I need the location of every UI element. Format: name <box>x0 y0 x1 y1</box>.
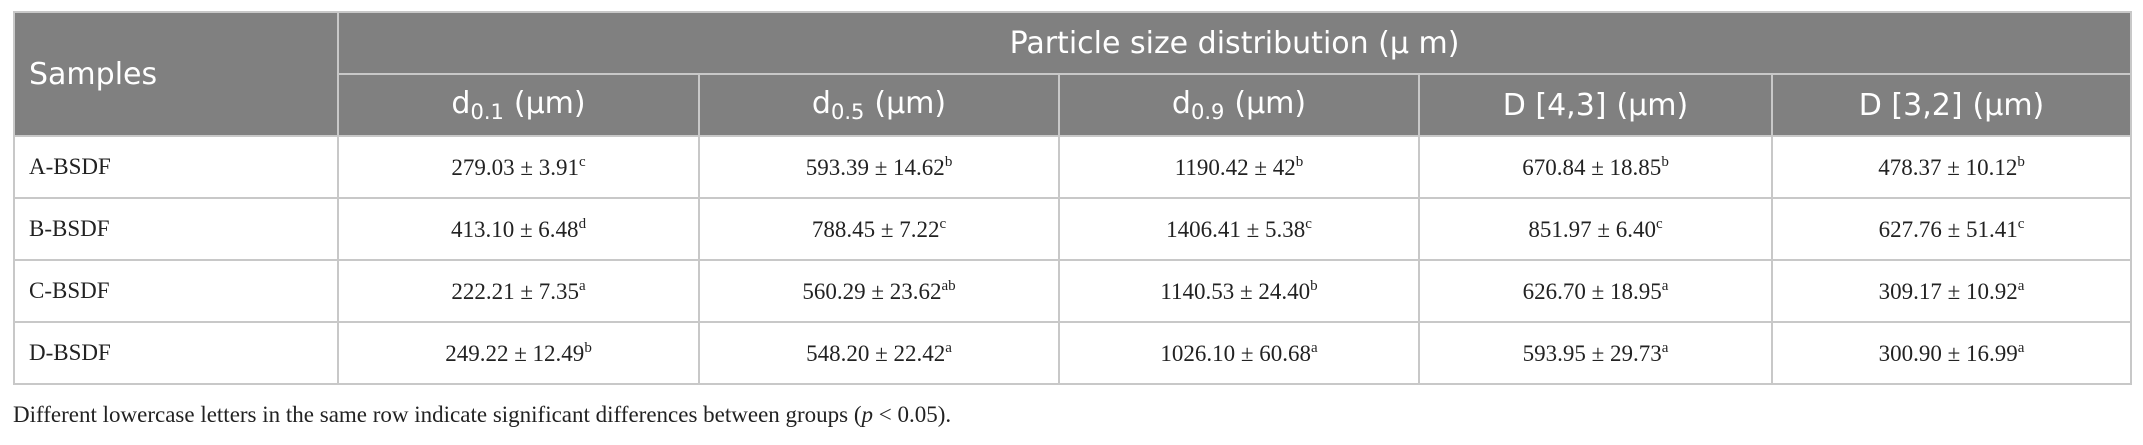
header-main: D [4,3] <box>1502 87 1607 123</box>
header-subscript: 0.1 <box>470 100 504 124</box>
cell-value: 1406.41 ± 5.38 <box>1166 216 1306 242</box>
cell-value: 548.20 ± 22.42 <box>806 340 946 366</box>
header-unit: (μm) <box>1234 86 1307 121</box>
cell-value: 249.22 ± 12.49 <box>445 340 585 366</box>
header-cell: D [3,2] (μm) <box>1770 73 2133 137</box>
significance-letter: c <box>2017 215 2025 232</box>
significance-letter: a <box>578 277 586 294</box>
table-body: A-BSDF 279.03 ± 3.91c 593.39 ± 14.62b 1190.… <box>13 135 2133 385</box>
value-cell: 851.97 ± 6.40c <box>1418 197 1773 261</box>
value-cell: 478.37 ± 10.12b <box>1770 135 2133 199</box>
header-main: d <box>1171 86 1191 121</box>
header-cell: D [4,3] (μm) <box>1418 73 1773 137</box>
header-cell: Particle size distribution (μ m) <box>336 11 2133 75</box>
value-cell: 300.90 ± 16.99a <box>1770 321 2133 385</box>
sample-cell: A-BSDF <box>13 135 339 199</box>
header-subscript: 0.9 <box>1190 100 1225 124</box>
cell-value: 279.03 ± 3.91 <box>451 154 579 180</box>
value-cell: 309.17 ± 10.92a <box>1770 259 2133 323</box>
significance-letter: c <box>1655 215 1663 232</box>
significance-letter: c <box>1305 215 1312 232</box>
sample-cell: D-BSDF <box>13 321 339 385</box>
significance-letter: a <box>945 339 952 356</box>
cell-value: 593.95 ± 29.73 <box>1522 340 1662 366</box>
header-row: d0.1 (μm) d0.5 (μm) d0.9 (μm) D [4,3] (μm) D [3,… <box>14 73 2133 137</box>
footnote-text: Different lowercase letters in the same … <box>13 402 862 427</box>
significance-letter: b <box>2017 153 2025 170</box>
cell-value: 851.97 ± 6.40 <box>1528 216 1656 242</box>
header-row: Samples Particle size distribution (μ m) <box>13 11 2133 137</box>
data-table: Samples Particle size distribution (μ m) d… <box>13 11 2133 385</box>
significance-letter: c <box>578 153 586 170</box>
significance-letter: a <box>1661 339 1669 356</box>
cell-value: 478.37 ± 10.12 <box>1878 154 2018 180</box>
significance-letter: a <box>2017 339 2025 356</box>
significance-letter: b <box>584 339 592 356</box>
value-cell: 593.39 ± 14.62b <box>698 135 1060 199</box>
table-row: A-BSDF 279.03 ± 3.91c 593.39 ± 14.62b 1190.… <box>13 135 2133 199</box>
value-cell: 249.22 ± 12.49b <box>337 321 700 385</box>
value-cell: 548.20 ± 22.42a <box>698 321 1060 385</box>
value-cell: 593.95 ± 29.73a <box>1418 321 1773 385</box>
cell-value: 593.39 ± 14.62 <box>805 154 945 180</box>
table-row: D-BSDF 249.22 ± 12.49b 548.20 ± 22.42a 1026… <box>13 321 2133 385</box>
header-unit: (μm) <box>513 86 586 121</box>
footnote-text: p <box>861 402 874 427</box>
header-cell: d0.1 (μm) <box>337 73 700 137</box>
cell-value: 300.90 ± 16.99 <box>1878 340 2018 366</box>
cell-value: 670.84 ± 18.85 <box>1522 154 1662 180</box>
sample-cell: C-BSDF <box>13 259 339 323</box>
cell-value: 1026.10 ± 60.68 <box>1160 340 1311 366</box>
header-main: d <box>451 86 471 121</box>
value-cell: 413.10 ± 6.48d <box>337 197 700 261</box>
significance-letter: b <box>1661 153 1669 170</box>
value-cell: 626.70 ± 18.95a <box>1418 259 1773 323</box>
header-main: D [3,2] <box>1858 87 1963 123</box>
header-unit: (μm) <box>1972 87 2045 123</box>
table-row: B-BSDF 413.10 ± 6.48d 788.45 ± 7.22c 1406.4… <box>13 197 2133 261</box>
footnote-text: < 0.05). <box>873 402 952 427</box>
table-row: C-BSDF 222.21 ± 7.35a 560.29 ± 23.62ab 1140… <box>13 259 2133 323</box>
value-cell: 1026.10 ± 60.68a <box>1058 321 1420 385</box>
value-cell: 670.84 ± 18.85b <box>1418 135 1773 199</box>
value-cell: 1140.53 ± 24.40b <box>1058 259 1420 323</box>
header-cell: d0.9 (μm) <box>1058 73 1420 137</box>
header-subscript: 0.5 <box>830 100 865 124</box>
value-cell: 560.29 ± 23.62ab <box>698 259 1060 323</box>
cell-value: 309.17 ± 10.92 <box>1878 278 2018 304</box>
value-cell: 1406.41 ± 5.38c <box>1058 197 1420 261</box>
value-cell: 788.45 ± 7.22c <box>698 197 1060 261</box>
significance-letter: ab <box>941 277 956 294</box>
cell-value: 222.21 ± 7.35 <box>451 278 579 304</box>
cell-value: 1140.53 ± 24.40 <box>1160 278 1311 304</box>
table-header: Samples Particle size distribution (μ m) d… <box>13 11 2133 137</box>
cell-value: 788.45 ± 7.22 <box>811 216 940 242</box>
header-unit: (μm) <box>874 86 947 121</box>
header-main: d <box>811 86 831 121</box>
header-unit: (μm) <box>1616 87 1689 123</box>
cell-value: 413.10 ± 6.48 <box>450 216 579 242</box>
significance-letter: d <box>578 215 587 232</box>
value-cell: 279.03 ± 3.91c <box>337 135 700 199</box>
significance-letter: c <box>939 215 947 232</box>
value-cell: 222.21 ± 7.35a <box>337 259 700 323</box>
sample-cell: B-BSDF <box>13 197 339 261</box>
value-cell: 1190.42 ± 42b <box>1058 135 1420 199</box>
value-cell: 627.76 ± 51.41c <box>1770 197 2133 261</box>
significance-letter: b <box>1310 277 1318 294</box>
significance-letter: a <box>1661 277 1669 294</box>
header-cell: d0.5 (μm) <box>698 73 1060 137</box>
significance-letter: a <box>1310 339 1318 356</box>
significance-letter: b <box>944 153 953 170</box>
cell-value: 560.29 ± 23.62 <box>802 278 942 304</box>
cell-value: 1190.42 ± 42 <box>1174 154 1296 180</box>
footnote: Different lowercase letters in the same … <box>13 402 951 428</box>
cell-value: 627.76 ± 51.41 <box>1878 216 2018 242</box>
significance-letter: a <box>2017 277 2025 294</box>
significance-letter: b <box>1295 153 1304 170</box>
cell-value: 626.70 ± 18.95 <box>1522 278 1662 304</box>
header-cell: Samples <box>13 11 339 137</box>
